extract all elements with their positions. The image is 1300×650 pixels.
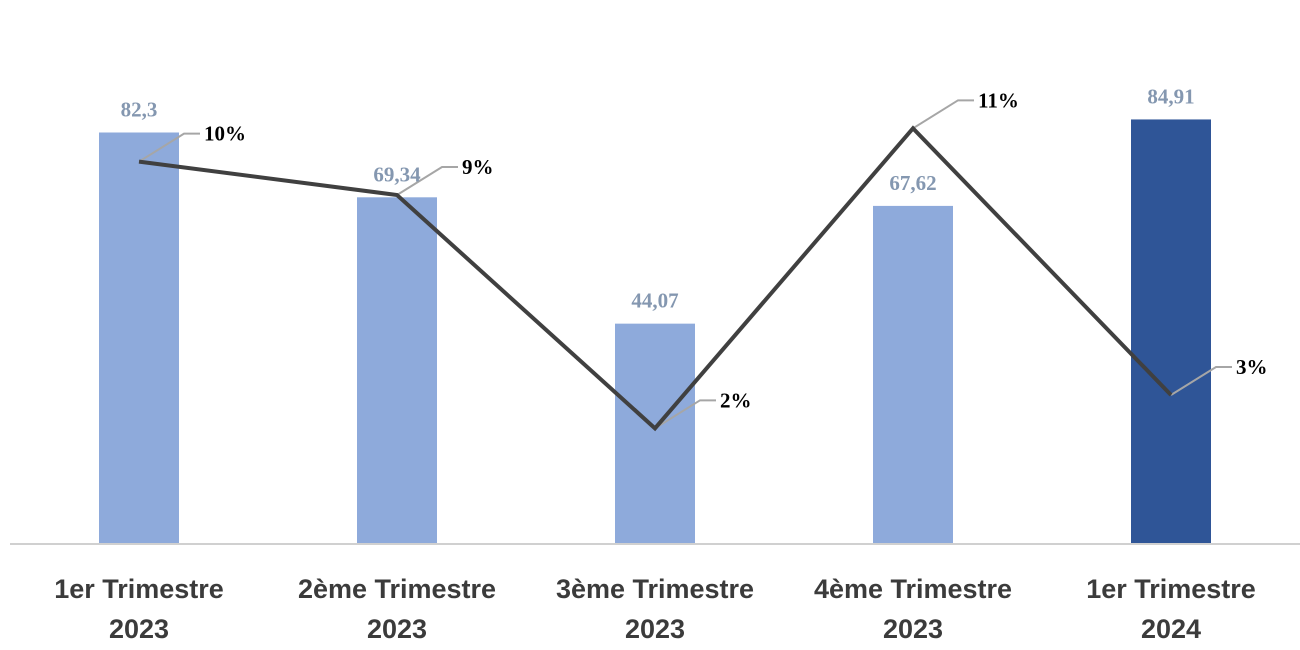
line-label-leaders <box>138 99 1232 430</box>
bar-5 <box>1131 119 1211 544</box>
bar-value-label-4: 67,62 <box>889 171 936 195</box>
bar-1 <box>99 132 179 544</box>
leader-line-2 <box>396 166 458 196</box>
bar-series <box>99 119 1211 545</box>
percent-label-4: 11% <box>978 88 1019 112</box>
bar-value-label-1: 82,3 <box>121 98 158 122</box>
bar-3 <box>615 323 695 544</box>
percent-series-line <box>138 125 1173 432</box>
leader-line-4 <box>912 99 974 130</box>
category-label-3: 3ème Trimestre 2023 <box>556 574 754 644</box>
percent-label-3: 2% <box>720 388 752 412</box>
category-label-4: 4ème Trimestre 2023 <box>814 574 1012 644</box>
leader-line-3 <box>654 399 716 430</box>
bar-4 <box>873 205 953 544</box>
leader-line-1 <box>138 132 200 163</box>
category-label-5: 1er Trimestre 2024 <box>1086 574 1256 644</box>
percent-value-labels: 10% 9% 2% 11% 3% <box>204 88 1268 412</box>
category-label-2: 2ème Trimestre 2023 <box>298 574 496 644</box>
bar-value-label-3: 44,07 <box>631 289 678 313</box>
percent-label-1: 10% <box>204 122 246 146</box>
bar-value-labels: 82,3 69,34 44,07 67,62 84,91 <box>121 84 1195 312</box>
bar-value-label-5: 84,91 <box>1147 84 1194 108</box>
bar-value-label-2: 69,34 <box>373 162 421 186</box>
bar-2 <box>357 197 437 545</box>
category-labels: 1er Trimestre 2023 2ème Trimestre 2023 3ème … <box>54 574 1256 644</box>
percent-label-5: 3% <box>1236 355 1268 379</box>
percent-label-2: 9% <box>462 155 494 179</box>
leader-line-5 <box>1170 366 1232 396</box>
category-label-1: 1er Trimestre 2023 <box>54 574 224 644</box>
